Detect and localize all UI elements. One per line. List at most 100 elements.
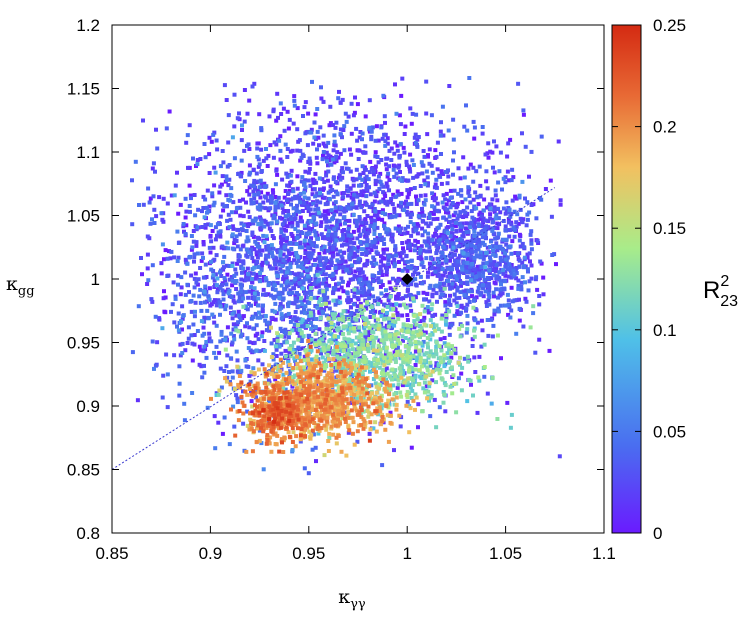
scatter-point bbox=[434, 323, 439, 328]
scatter-point bbox=[234, 239, 239, 243]
scatter-point bbox=[240, 292, 245, 297]
scatter-point bbox=[210, 194, 215, 199]
scatter-point bbox=[245, 321, 249, 326]
scatter-point bbox=[443, 355, 447, 360]
scatter-point bbox=[399, 191, 404, 196]
scatter-point bbox=[302, 269, 307, 274]
scatter-point bbox=[201, 240, 206, 244]
scatter-point bbox=[177, 364, 182, 369]
scatter-point bbox=[419, 371, 424, 376]
scatter-point bbox=[410, 212, 414, 217]
scatter-point bbox=[236, 228, 241, 232]
scatter-point bbox=[427, 299, 432, 304]
scatter-point bbox=[473, 190, 478, 195]
scatter-point bbox=[284, 254, 289, 259]
scatter-point bbox=[431, 234, 436, 239]
scatter-point bbox=[339, 285, 344, 290]
scatter-point bbox=[378, 180, 383, 185]
scatter-point bbox=[364, 187, 369, 191]
scatter-point bbox=[302, 190, 307, 195]
scatter-point bbox=[337, 89, 341, 94]
scatter-point bbox=[393, 368, 398, 373]
scatter-point bbox=[406, 178, 411, 183]
scatter-point bbox=[442, 281, 447, 286]
scatter-point bbox=[554, 262, 558, 267]
scatter-point bbox=[176, 211, 181, 216]
scatter-point bbox=[486, 298, 491, 303]
scatter-point bbox=[241, 304, 246, 309]
scatter-point bbox=[306, 209, 311, 213]
scatter-point bbox=[279, 230, 284, 235]
scatter-point bbox=[435, 140, 440, 145]
scatter-point bbox=[299, 179, 304, 184]
scatter-point bbox=[407, 164, 412, 169]
scatter-point bbox=[254, 250, 259, 255]
scatter-point bbox=[420, 233, 425, 238]
scatter-point bbox=[437, 273, 441, 278]
scatter-point bbox=[475, 320, 480, 325]
scatter-point bbox=[356, 327, 361, 332]
scatter-point bbox=[426, 153, 430, 158]
scatter-point bbox=[518, 216, 523, 221]
scatter-point bbox=[434, 291, 439, 296]
scatter-point bbox=[317, 143, 321, 148]
scatter-point bbox=[373, 209, 378, 214]
scatter-point bbox=[325, 353, 330, 357]
scatter-point bbox=[218, 285, 223, 290]
scatter-point bbox=[506, 217, 511, 222]
scatter-point bbox=[480, 131, 485, 136]
scatter-point bbox=[237, 232, 242, 237]
scatter-point bbox=[434, 154, 439, 159]
scatter-point bbox=[306, 205, 311, 210]
scatter-point bbox=[422, 213, 427, 218]
scatter-point bbox=[480, 235, 485, 240]
scatter-point bbox=[538, 259, 543, 264]
scatter-point bbox=[173, 183, 178, 188]
scatter-point bbox=[348, 169, 353, 174]
scatter-point bbox=[349, 131, 354, 136]
scatter-point bbox=[449, 355, 454, 360]
scatter-point bbox=[178, 353, 183, 358]
scatter-point bbox=[213, 446, 218, 451]
scatter-point bbox=[488, 149, 493, 154]
scatter-point bbox=[401, 356, 406, 361]
scatter-point bbox=[420, 281, 425, 286]
scatter-point bbox=[492, 205, 497, 210]
scatter-point bbox=[189, 309, 194, 314]
scatter-point bbox=[247, 289, 252, 294]
scatter-point bbox=[182, 229, 186, 234]
scatter-point bbox=[379, 291, 384, 296]
scatter-point bbox=[377, 382, 382, 387]
scatter-point bbox=[445, 356, 450, 361]
scatter-point bbox=[247, 250, 251, 255]
scatter-point bbox=[302, 365, 306, 370]
scatter-point bbox=[313, 338, 318, 343]
scatter-point bbox=[491, 323, 496, 328]
scatter-point bbox=[514, 298, 519, 303]
scatter-point bbox=[370, 202, 375, 207]
scatter-point bbox=[385, 267, 389, 271]
scatter-point bbox=[280, 222, 285, 227]
scatter-point bbox=[231, 226, 236, 231]
scatter-point bbox=[385, 136, 390, 141]
scatter-point bbox=[180, 316, 185, 321]
scatter-point bbox=[302, 289, 306, 294]
scatter-point bbox=[436, 256, 440, 261]
scatter-point bbox=[401, 338, 405, 343]
scatter-point bbox=[518, 244, 523, 249]
scatter-point bbox=[472, 298, 476, 303]
scatter-point bbox=[359, 189, 364, 194]
scatter-point bbox=[467, 76, 472, 80]
scatter-point bbox=[275, 273, 280, 278]
scatter-point bbox=[269, 221, 274, 226]
scatter-point bbox=[386, 258, 391, 262]
scatter-point bbox=[211, 314, 216, 319]
scatter-point bbox=[373, 309, 378, 314]
scatter-point bbox=[371, 244, 376, 249]
scatter-point bbox=[483, 265, 488, 270]
scatter-point bbox=[351, 229, 356, 234]
scatter-point bbox=[385, 184, 390, 189]
scatter-point bbox=[457, 275, 461, 279]
scatter-point bbox=[279, 312, 284, 317]
scatter-point bbox=[317, 327, 322, 332]
